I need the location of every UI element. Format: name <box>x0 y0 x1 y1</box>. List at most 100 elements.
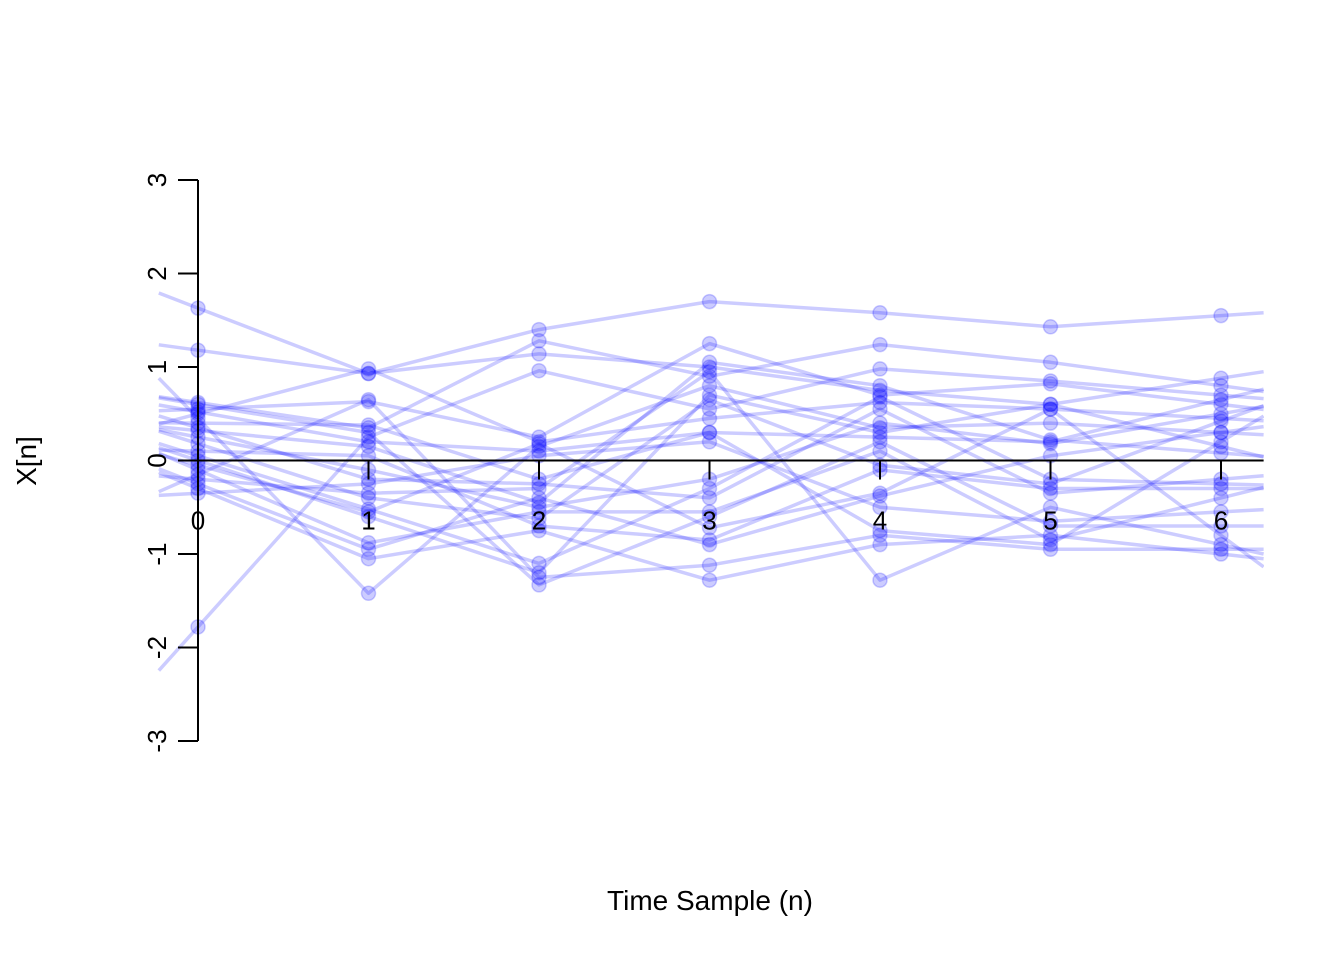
data-point <box>872 522 888 539</box>
data-point <box>1042 319 1059 335</box>
series-line <box>158 396 1264 587</box>
data-point <box>872 389 888 405</box>
x-tick-label: 1 <box>361 506 375 536</box>
data-point <box>872 305 888 321</box>
data-point <box>360 490 377 506</box>
data-point <box>872 377 888 394</box>
data-point <box>360 365 377 382</box>
data-point <box>531 494 547 511</box>
x-tick-label: 4 <box>873 506 887 536</box>
data-point <box>1213 410 1229 427</box>
data-point <box>872 415 888 431</box>
data-point <box>872 443 888 459</box>
data-point <box>531 362 547 379</box>
data-point <box>360 393 377 410</box>
data-point <box>1213 490 1229 506</box>
x-tick-label: 5 <box>1043 506 1057 536</box>
series-12 <box>158 389 1264 572</box>
data-point <box>1213 536 1229 553</box>
data-point <box>360 541 377 558</box>
x-tick-label: 3 <box>702 506 716 536</box>
data-point <box>701 536 718 553</box>
data-point <box>360 391 377 408</box>
data-point <box>360 361 377 377</box>
series-20 <box>158 403 1264 553</box>
x-tick-label: 0 <box>191 506 205 536</box>
data-point <box>701 354 718 371</box>
data-point <box>531 499 547 516</box>
data-point <box>1042 434 1059 450</box>
data-point <box>701 387 718 403</box>
data-point <box>1213 377 1229 394</box>
series-3 <box>157 361 1264 672</box>
data-point <box>701 424 718 441</box>
data-point <box>701 335 718 352</box>
series-line <box>158 470 1264 582</box>
series-line <box>158 393 1264 575</box>
series-line <box>158 369 1264 582</box>
series-line <box>158 387 1264 481</box>
series-line <box>157 367 1264 672</box>
data-point <box>1042 401 1059 417</box>
data-point <box>1213 406 1229 422</box>
data-point <box>531 333 547 349</box>
data-point <box>872 361 888 377</box>
data-point <box>1213 387 1229 403</box>
series-16 <box>158 363 1264 588</box>
data-point <box>872 420 888 436</box>
series-7 <box>158 387 1264 487</box>
series-6 <box>157 376 1264 602</box>
data-point <box>360 550 377 567</box>
data-point <box>701 391 718 408</box>
series-line <box>158 448 1264 542</box>
series-14 <box>158 443 1264 551</box>
data-point <box>1042 396 1059 413</box>
series-layer <box>157 291 1264 672</box>
data-point <box>1213 546 1229 562</box>
data-point <box>360 504 377 520</box>
data-point <box>1042 354 1059 371</box>
data-point <box>1213 518 1229 534</box>
data-point <box>701 504 718 520</box>
data-point <box>701 490 718 506</box>
series-line <box>158 291 1264 376</box>
data-point <box>701 359 718 375</box>
data-point <box>701 532 718 548</box>
data-point <box>872 387 888 403</box>
series-4 <box>158 335 1264 445</box>
data-point <box>1042 432 1059 448</box>
data-point <box>360 501 377 517</box>
series-15 <box>158 391 1264 586</box>
y-axis-label: X[n] <box>11 436 42 486</box>
y-tick-label: -1 <box>142 542 172 565</box>
series-line <box>158 449 1264 545</box>
data-point <box>360 365 377 382</box>
x-tick-label: 2 <box>532 506 546 536</box>
x-axis-label: Time Sample (n) <box>607 885 813 916</box>
data-point <box>1042 480 1059 497</box>
data-point <box>531 443 547 459</box>
data-point <box>701 557 718 573</box>
data-point <box>1213 504 1229 520</box>
data-point <box>531 518 547 534</box>
data-point <box>701 520 718 536</box>
data-point <box>701 480 718 497</box>
data-point <box>701 401 718 417</box>
data-point <box>531 555 547 572</box>
data-point <box>531 429 547 445</box>
series-13 <box>158 401 1264 569</box>
series-2 <box>158 333 1264 436</box>
data-point <box>531 438 547 455</box>
data-point <box>1042 373 1059 389</box>
series-line <box>158 341 1264 439</box>
data-point <box>701 368 718 385</box>
data-point <box>360 429 377 445</box>
data-point <box>701 293 718 310</box>
series-line <box>158 397 1264 580</box>
data-point <box>1042 532 1059 548</box>
y-tick-label: -3 <box>142 729 172 752</box>
data-point <box>1042 527 1059 544</box>
data-point <box>1213 391 1229 408</box>
y-tick-label: 2 <box>142 266 172 280</box>
data-point <box>1213 424 1229 441</box>
